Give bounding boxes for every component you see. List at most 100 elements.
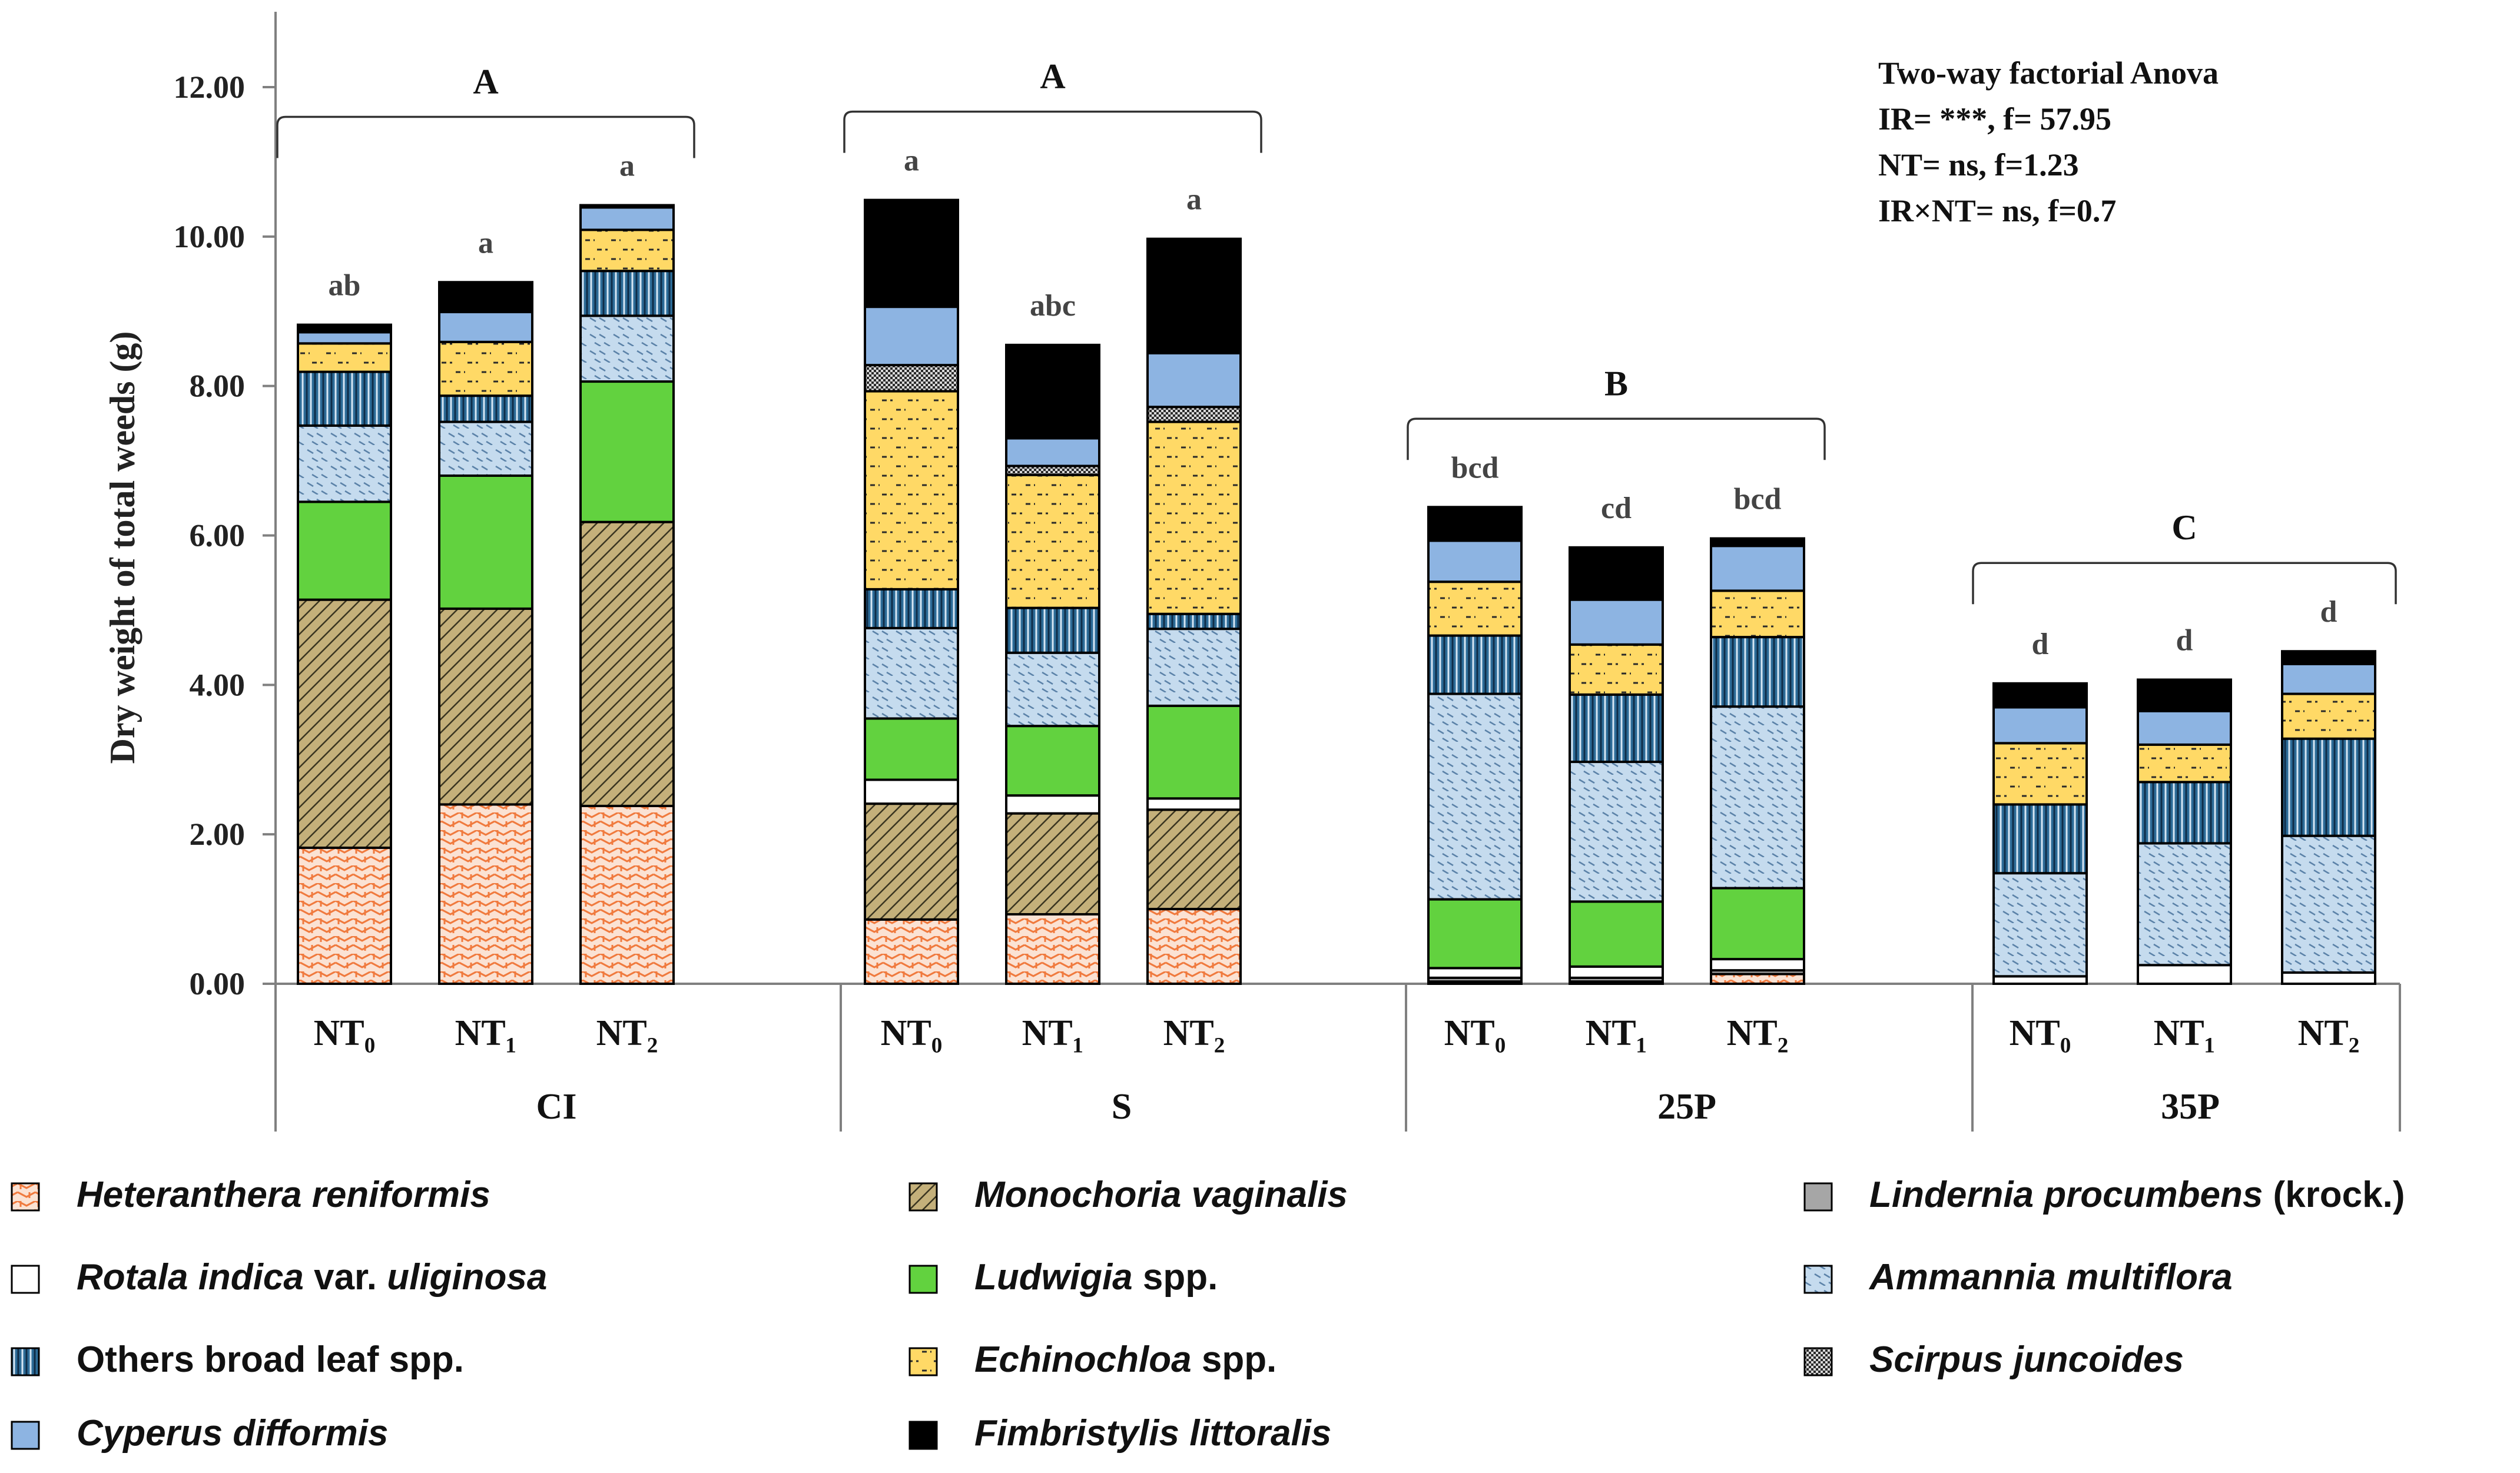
legend-swatch <box>1803 1347 1833 1376</box>
legend-item-het: Heteranthera reniformis <box>11 1175 490 1215</box>
category-label: NT₀ <box>314 1013 376 1053</box>
bar-segment-oth <box>1710 636 1805 708</box>
bar-segment-rot <box>1710 958 1805 972</box>
anova-line-2: IR= ***, f= 57.95 <box>1878 101 2111 137</box>
bar-segment-fim <box>438 281 533 314</box>
legend-swatch <box>11 1265 40 1294</box>
group-label: 35P <box>2161 1087 2220 1127</box>
bar-segment-lud <box>1146 704 1242 800</box>
bar-segment-amm <box>1992 872 2088 978</box>
bar-segment-sci <box>864 364 959 393</box>
bar-segment-fim <box>2281 650 2376 665</box>
legend-label: Cyperus difformis <box>77 1413 388 1454</box>
bar-S-1 <box>1005 343 1100 986</box>
bar-segment-oth <box>1146 612 1242 631</box>
bar-segment-rot <box>2137 964 2232 986</box>
bar-segment-fim <box>1005 343 1100 440</box>
bar-segment-fim <box>1427 506 1523 542</box>
bar-segment-het <box>579 804 675 986</box>
significance-letter: a <box>478 226 493 260</box>
category-label: NT₁ <box>1022 1013 1084 1053</box>
legend-label: Ludwigia spp. <box>974 1257 1218 1298</box>
legend-label: Monochoria vaginalis <box>974 1175 1348 1215</box>
bar-segment-oth <box>438 394 533 423</box>
bar-segment-amm <box>1005 651 1100 728</box>
bar-segment-amm <box>297 424 392 503</box>
bar-segment-cyp <box>1427 539 1523 583</box>
bar-segment-oth <box>1427 634 1523 695</box>
bar-35P-0 <box>1992 682 2088 986</box>
bar-segment-het <box>864 918 959 986</box>
significance-letter: d <box>2320 595 2337 629</box>
significance-letter: bcd <box>1451 451 1499 485</box>
legend-item-fim: Fimbristylis littoralis <box>908 1413 1331 1454</box>
bar-segment-sci <box>1005 465 1100 476</box>
group-significance-letter: A <box>473 62 498 101</box>
significance-letter: bcd <box>1734 483 1782 516</box>
bar-CI-0 <box>297 323 392 986</box>
legend-item-lin: Lindernia procumbens (krock.) <box>1803 1175 2405 1215</box>
anova-line-4: IR×NT= ns, f=0.7 <box>1878 193 2116 228</box>
group-label: 25P <box>1657 1087 1716 1127</box>
bar-segment-rot <box>864 778 959 805</box>
labels-layer: 0.00 2.00 4.00 6.00 8.00 10.00 12.00 ab NT₀ a NT₁ a… <box>174 57 2360 1127</box>
bar-segment-amm <box>438 420 533 477</box>
group-significance-letter: B <box>1604 364 1628 403</box>
legend-swatch <box>1803 1265 1833 1294</box>
legend-swatch <box>908 1421 938 1450</box>
legend-label: Heteranthera reniformis <box>77 1175 490 1215</box>
legend-swatch <box>908 1182 938 1212</box>
bar-segment-amm <box>1710 705 1805 890</box>
group-bracket <box>843 110 1262 153</box>
bars-layer <box>297 198 2376 986</box>
category-label: NT₀ <box>1444 1013 1506 1053</box>
bar-segment-rot <box>2281 971 2376 986</box>
bar-CI-2 <box>579 204 675 986</box>
category-label: NT₁ <box>2154 1013 2216 1053</box>
bar-segment-oth <box>2281 737 2376 837</box>
legend-item-sci: Scirpus juncoides <box>1803 1339 2184 1380</box>
bar-segment-lud <box>1427 898 1523 970</box>
legend-swatch <box>1803 1182 1833 1212</box>
legend-item-lud: Ludwigia spp. <box>908 1257 1218 1298</box>
bar-segment-mon <box>297 598 392 850</box>
bar-segment-ech <box>2281 692 2376 740</box>
anova-line-3: NT= ns, f=1.23 <box>1878 147 2079 183</box>
bar-segment-oth <box>1992 803 2088 875</box>
bar-segment-ech <box>297 342 392 373</box>
bar-segment-lud <box>297 500 392 601</box>
bar-segment-mon <box>1005 812 1100 915</box>
bar-segment-mon <box>438 607 533 806</box>
legend-item-oth: Others broad leaf spp. <box>11 1339 464 1380</box>
category-label: NT₁ <box>1586 1013 1647 1053</box>
y-axis-label: Dry weight of total weeds (g) <box>103 331 142 764</box>
significance-letter: a <box>1186 183 1202 217</box>
y-tick-label: 10.00 <box>174 219 246 254</box>
bar-segment-ech <box>1146 420 1242 615</box>
bar-segment-oth <box>579 270 675 317</box>
bar-segment-oth <box>2137 781 2232 845</box>
bar-segment-cyp <box>297 331 392 345</box>
bar-segment-het <box>1710 973 1805 986</box>
bar-segment-amm <box>579 314 675 383</box>
bar-35P-1 <box>2137 678 2232 986</box>
bar-segment-ech <box>2137 743 2232 784</box>
bar-segment-cyp <box>1569 598 1664 646</box>
bar-35P-2 <box>2281 650 2376 986</box>
legend-label: Scirpus juncoides <box>1869 1339 2184 1380</box>
bar-segment-ech <box>1992 742 2088 806</box>
bar-segment-oth <box>1005 606 1100 654</box>
bar-segment-lud <box>1569 900 1664 968</box>
significance-letter: a <box>619 150 635 183</box>
bar-segment-cyp <box>864 306 959 367</box>
bar-segment-ech <box>1005 473 1100 609</box>
bar-25P-1 <box>1569 546 1664 986</box>
legend: Heteranthera reniformis Monochoria vagina… <box>11 1175 2405 1454</box>
bar-S-0 <box>864 198 959 986</box>
bar-segment-het <box>297 847 392 986</box>
legend-label: Fimbristylis littoralis <box>974 1413 1331 1454</box>
legend-swatch <box>11 1182 40 1212</box>
bar-segment-cyp <box>438 311 533 343</box>
bar-segment-het <box>438 803 533 986</box>
